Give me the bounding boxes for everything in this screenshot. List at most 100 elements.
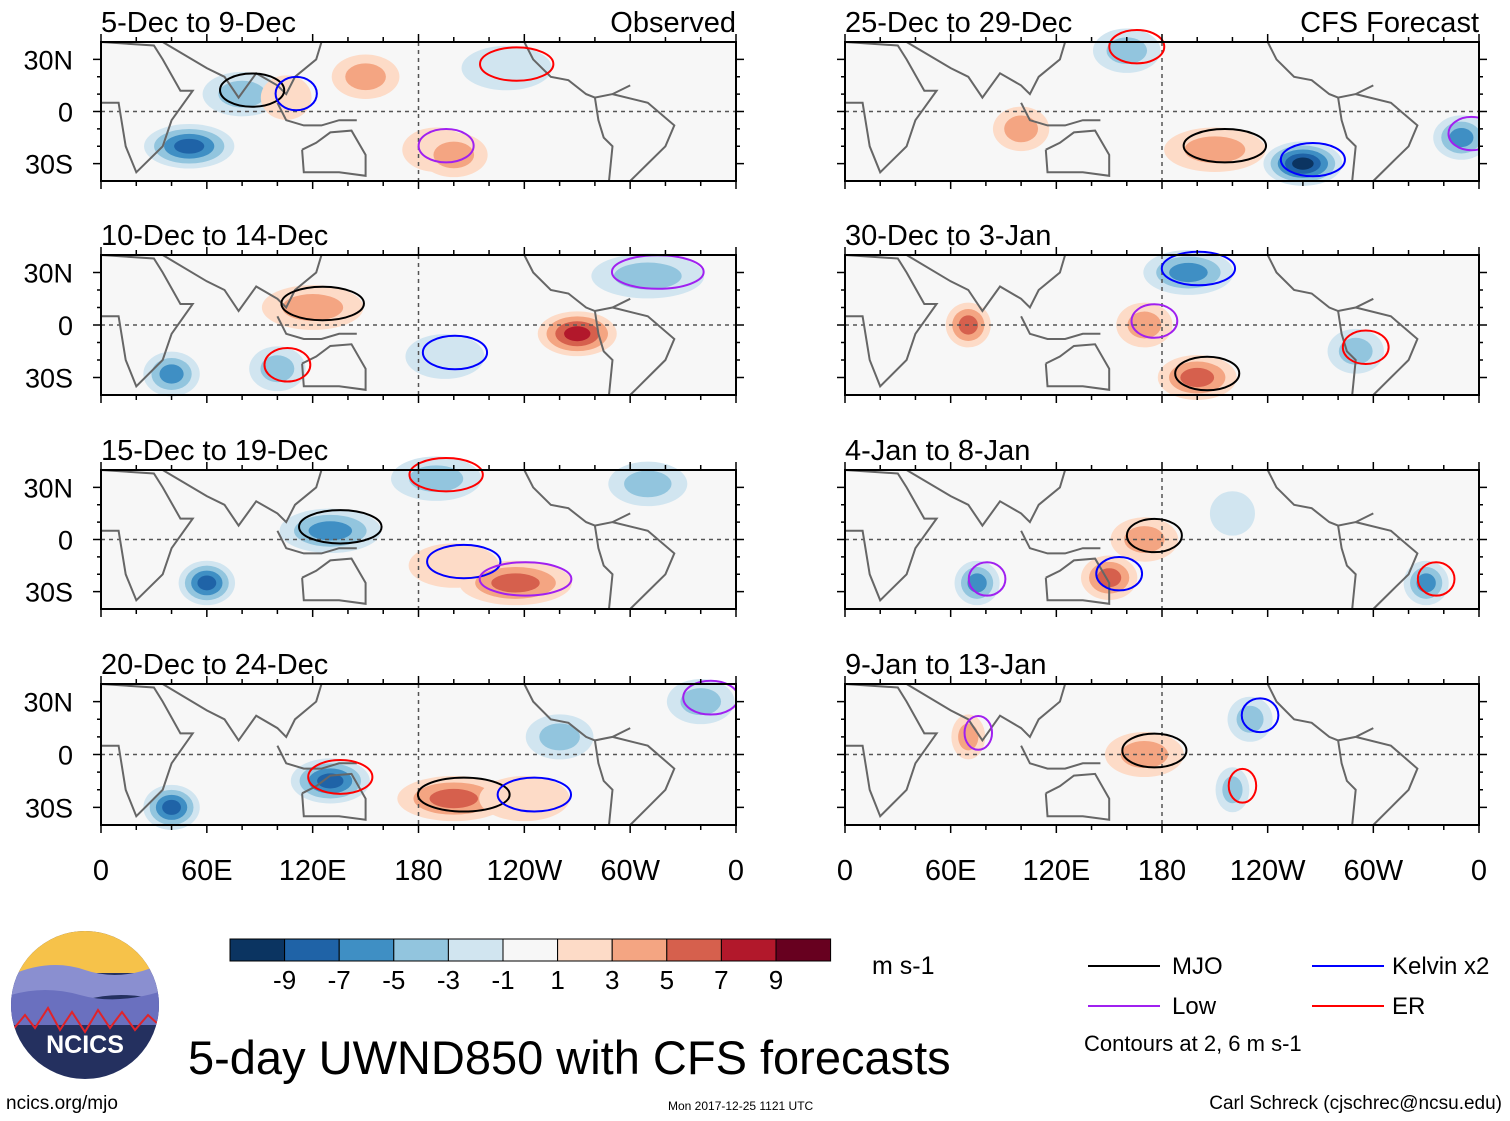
coastline [1266,683,1374,742]
anomaly-blob [958,723,979,751]
colorbar-swatch [338,938,395,962]
coastline [1044,772,1111,821]
y-tick-label: 30N [23,259,73,289]
anomaly-blob [479,776,570,822]
anomaly-blob [967,573,987,593]
y-tick-label: 0 [58,98,73,128]
coastline [162,254,323,313]
coastline [593,310,614,396]
colorbar-tick-label: -3 [437,965,460,995]
coastline [523,41,631,99]
anomaly-blob [1209,491,1255,536]
panel-source-label: CFS Forecast [1300,7,1479,39]
coastline [301,129,367,177]
anomaly-blob [613,262,682,290]
panel-period-title: 4-Jan to 8-Jan [845,435,1030,467]
contour-line [274,75,318,112]
x-tick-label: 60E [181,855,233,887]
contour-line [426,543,502,580]
panel-plot-area [101,41,736,182]
y-tick-label: 30S [25,150,73,180]
coastline [1355,93,1419,182]
legend [1088,965,1384,1007]
logo-ridge-2 [11,990,159,1025]
x-tick-label: 60E [925,855,977,887]
coastline [523,683,631,742]
panel-8: 9-Jan to 13-Jan [837,649,1487,833]
colorbar-swatch [229,938,286,962]
y-tick-label: 30S [25,364,73,394]
contour-line [421,334,489,371]
contour-line [479,46,555,82]
x-tick-label: 0 [1471,855,1487,887]
contour-line [1108,29,1166,65]
anomaly-blob [308,521,353,541]
coastline [612,735,676,826]
anomaly-blob [1416,573,1436,593]
contour-line [219,72,286,108]
y-tick-label: 0 [58,311,73,341]
colorbar-tick-label: -9 [273,965,296,995]
colorbar-tick-label: 1 [550,965,564,995]
panel-7: 4-Jan to 8-Jan [837,435,1487,617]
logo-red-line [11,1006,159,1034]
author-text: Carl Schreck (cjschrec@ncsu.edu) [1209,1093,1502,1114]
contour-line [263,346,312,383]
contour-line [408,457,484,493]
colorbar: -9 -7 -5 -3 -1 1 3 5 7 9 [229,938,832,995]
anomaly-blob [409,465,464,493]
anomaly-blob [1449,128,1474,148]
contour-line [1227,767,1258,804]
coastline [1020,102,1101,127]
coastline [593,525,614,610]
x-tick-label: 180 [1138,855,1186,887]
coastline [276,315,357,340]
colorbar-swatch [557,938,613,962]
contour-line [1240,697,1280,734]
y-tick-label: 30S [25,578,73,608]
coastline [593,97,614,182]
y-tick-label: 30N [23,45,73,75]
anomaly-blob [1169,262,1208,283]
anomaly-blob [159,364,184,384]
coastline [162,683,323,743]
contour-line [963,714,994,751]
coastline [612,521,676,610]
colorbar-swatch [284,938,340,962]
contour-line [1130,303,1179,339]
x-tick-label: 120E [279,855,347,887]
colorbar-tick-label: 5 [660,965,674,995]
colorbar-tick-label: 7 [714,965,728,995]
coastline [845,469,939,603]
panel-4: 30N 0 30S 20-Dec to 24-Dec [23,649,744,833]
legend-label-kelvin: Kelvin x2 [1392,953,1490,980]
coastline [523,254,631,313]
coastline [1266,469,1374,527]
coastline [162,41,323,100]
legend-label-low: Low [1172,993,1217,1020]
y-tick-label: 30N [23,688,73,718]
anomaly-blob [429,788,478,809]
colorbar-swatch [447,938,504,962]
panel-2: 30N 0 30S 10-Dec to 14-Dec [23,220,744,403]
contour-line [478,561,573,597]
contour-line [1447,115,1479,152]
panel-source-label: Observed [610,7,736,39]
colorbar-swatch [720,938,777,962]
main-title: 5-day UWND850 with CFS forecasts [188,1031,951,1084]
contour-line [682,679,736,716]
x-tick-label: 60W [600,855,660,887]
logo-sky [11,931,159,973]
contour-line [967,561,1007,597]
contour-line [1341,329,1390,366]
coastline [906,469,1067,528]
coastline [101,469,195,603]
logo-art [11,931,159,1079]
coastline [845,41,939,175]
coastline [101,254,195,389]
coastline [301,343,367,391]
panel-period-title: 5-Dec to 9-Dec [101,7,296,39]
timestamp-text: Mon 2017-12-25 1121 UTC [668,1099,814,1113]
anomaly-blob [539,723,580,751]
anomaly-blob [317,773,344,789]
